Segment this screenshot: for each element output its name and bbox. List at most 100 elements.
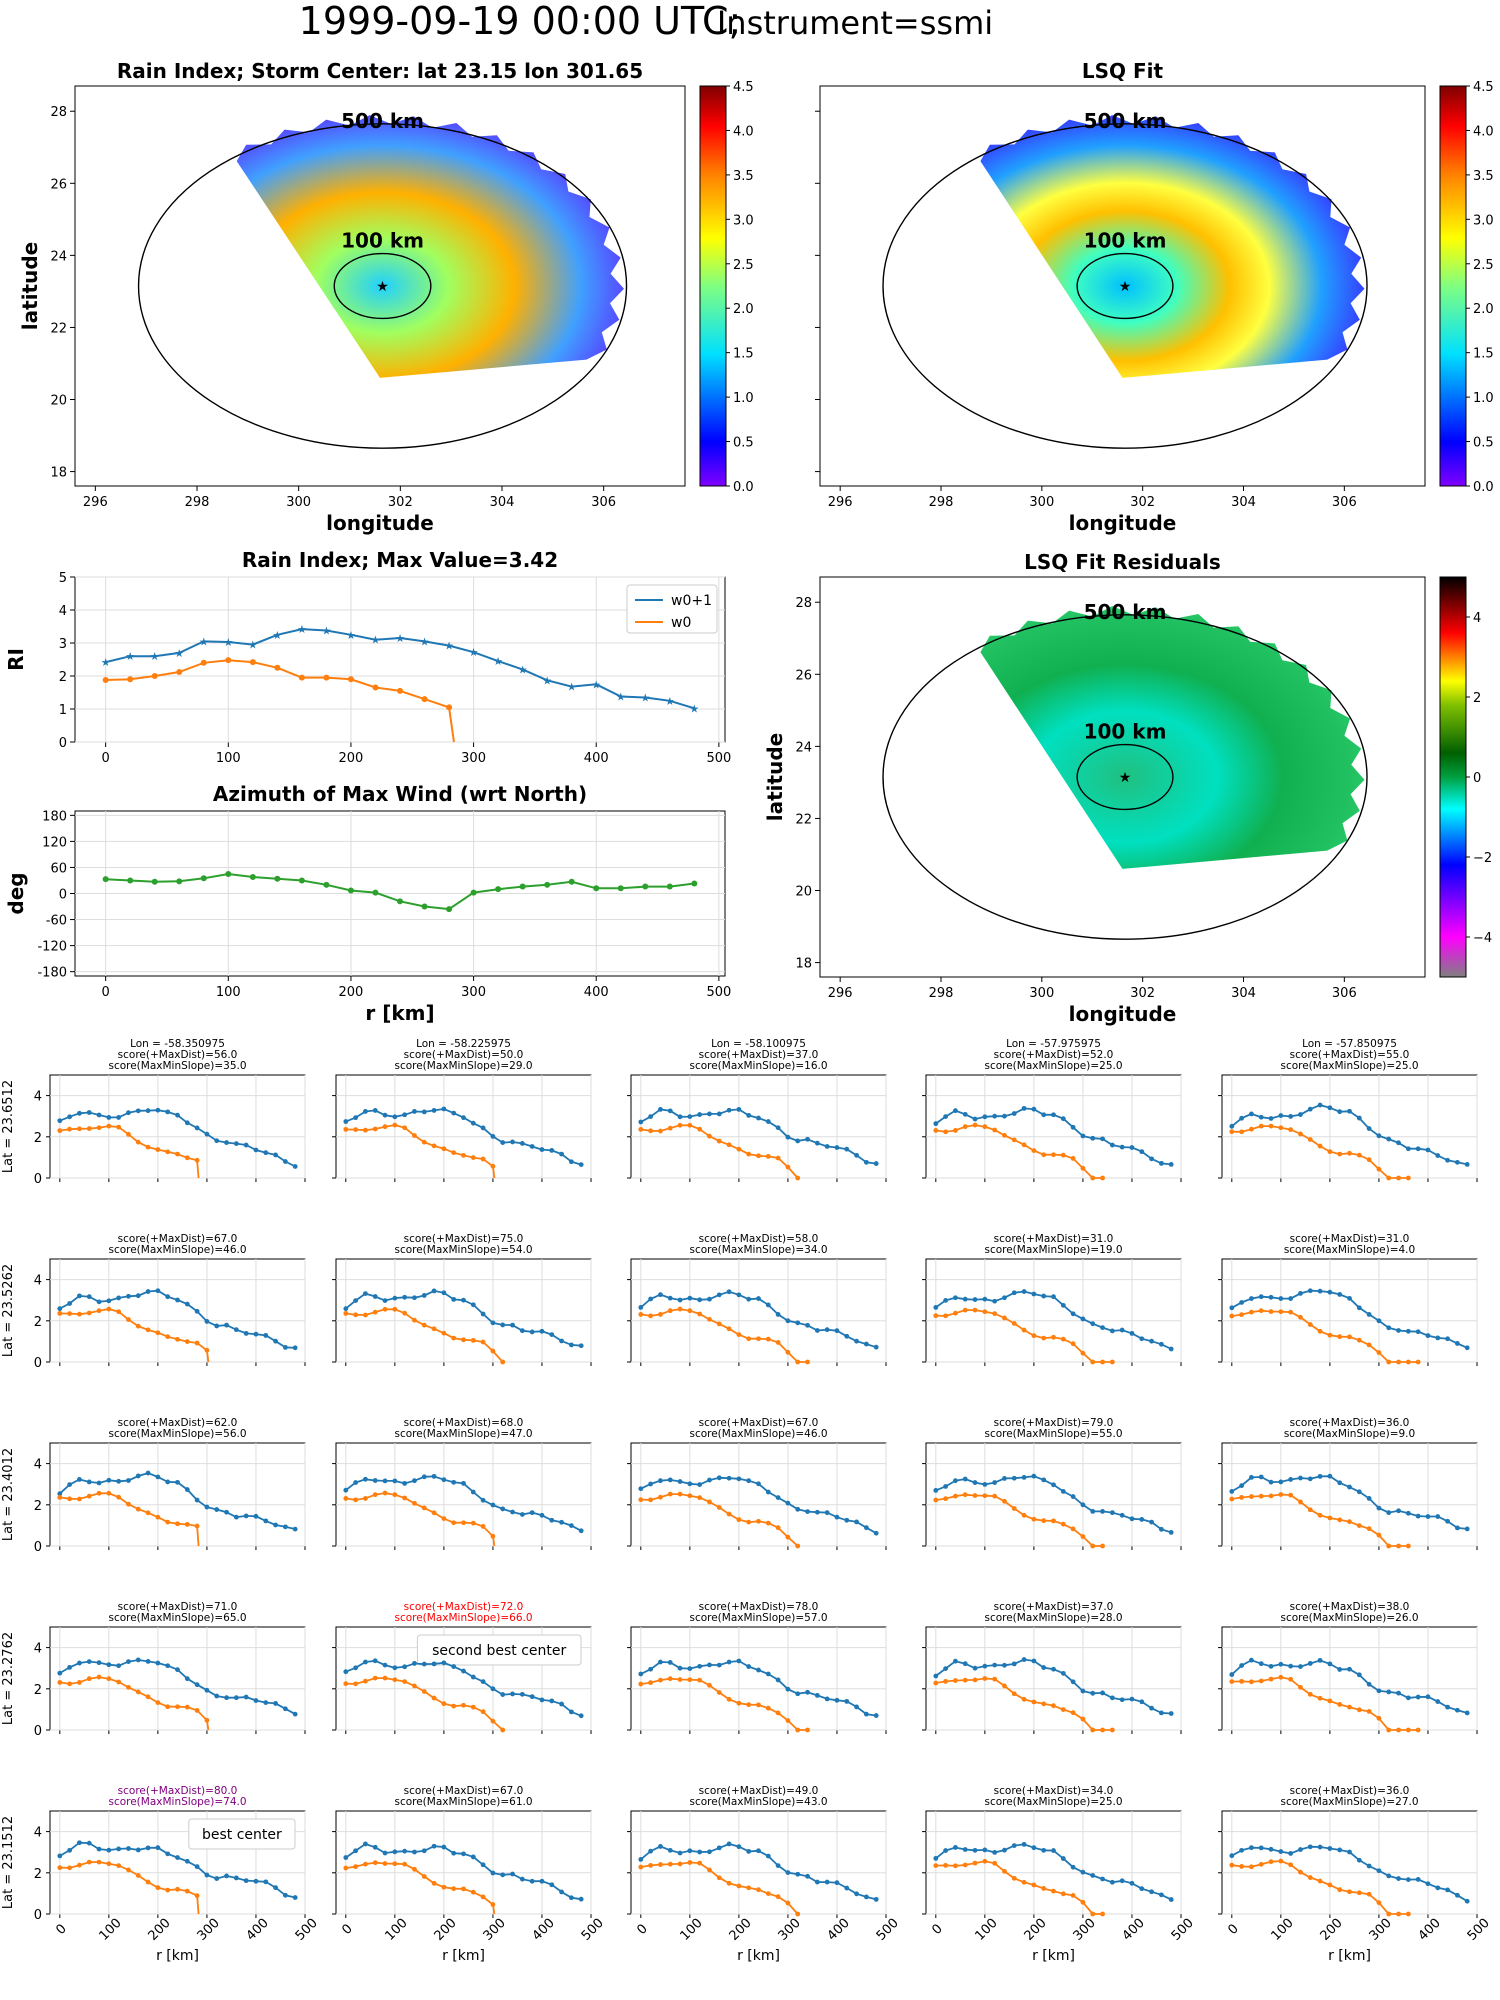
data-point xyxy=(67,1496,73,1502)
y-tick-label: 22 xyxy=(50,321,67,336)
data-point xyxy=(1307,1476,1313,1482)
data-point xyxy=(1051,1666,1056,1672)
data-point xyxy=(1060,1302,1066,1308)
data-point xyxy=(568,1523,574,1529)
data-point xyxy=(1051,1482,1056,1488)
data-point xyxy=(1109,1727,1115,1733)
data-point xyxy=(372,1126,378,1132)
data-point xyxy=(1376,1688,1382,1694)
data-point xyxy=(697,1677,703,1683)
data-point xyxy=(1090,1911,1096,1917)
data-point xyxy=(127,676,134,683)
data-point xyxy=(363,1659,368,1665)
data-point xyxy=(1249,1475,1254,1480)
data-point xyxy=(1168,1897,1174,1902)
data-point xyxy=(716,1845,722,1851)
data-point xyxy=(1021,1512,1027,1518)
data-point xyxy=(184,1858,190,1864)
data-point xyxy=(677,1114,683,1120)
data-point xyxy=(648,1848,654,1854)
data-point xyxy=(824,1327,830,1333)
data-point xyxy=(224,1322,229,1328)
data-point xyxy=(972,1493,978,1498)
y-tick-label: 60 xyxy=(50,861,67,876)
data-point xyxy=(67,1865,73,1871)
data-point xyxy=(529,1694,535,1700)
data-point: ★ xyxy=(321,624,331,637)
ring-500km xyxy=(882,614,1368,940)
data-point xyxy=(323,674,330,681)
colorbar-tick-label: 0.0 xyxy=(733,480,754,495)
data-point xyxy=(57,1128,63,1134)
data-point xyxy=(57,1306,63,1312)
data-point xyxy=(86,1859,92,1865)
data-point xyxy=(962,1862,968,1868)
data-point xyxy=(667,1308,673,1314)
data-point xyxy=(1327,1846,1333,1851)
data-point xyxy=(1298,1869,1303,1875)
x-tick-label: 100 xyxy=(216,985,241,1000)
data-point xyxy=(953,1678,958,1683)
data-point xyxy=(756,1702,761,1708)
lsq_fit_map-colorbar: 0.0 0.5 1.0 1.5 2.0 2.5 3.0 3.5 4.0 4.5 xyxy=(1439,80,1494,495)
data-point xyxy=(96,1859,102,1865)
data-point xyxy=(805,1689,810,1695)
data-point xyxy=(1454,1892,1460,1898)
x-tick-label: 298 xyxy=(929,495,954,510)
data-point xyxy=(648,1128,654,1134)
data-point xyxy=(451,1335,457,1341)
x-tick-label: 300 xyxy=(1071,1916,1099,1944)
data-point xyxy=(343,1496,349,1501)
data-point xyxy=(204,1319,210,1324)
score-maxminslope: score(MaxMinSlope)=25.0 xyxy=(984,1796,1122,1808)
data-point xyxy=(785,1686,791,1692)
data-point xyxy=(1090,1321,1096,1327)
data-point xyxy=(1100,1876,1105,1882)
x-tick-label: 200 xyxy=(339,985,364,1000)
score-maxminslope: score(MaxMinSlope)=43.0 xyxy=(689,1796,827,1808)
data-point xyxy=(1317,1512,1323,1518)
data-point xyxy=(1347,1484,1352,1490)
data-point xyxy=(775,1155,781,1161)
score-maxdist: score(+MaxDist)=58.0 xyxy=(699,1233,819,1245)
data-point xyxy=(687,1860,693,1865)
x-tick-label: 302 xyxy=(1130,986,1155,1001)
data-point xyxy=(353,1497,359,1503)
x-tick-label: 400 xyxy=(1120,1916,1148,1944)
data-point xyxy=(1288,1676,1294,1682)
data-point xyxy=(1109,1142,1115,1148)
data-point xyxy=(726,1696,732,1702)
data-point: ★ xyxy=(444,640,454,653)
colorbar-tick-label: 0 xyxy=(1473,771,1481,786)
data-point xyxy=(353,1312,359,1318)
data-point xyxy=(263,1700,269,1706)
data-point xyxy=(658,1107,663,1112)
data-point xyxy=(500,1872,506,1878)
data-point xyxy=(126,1846,131,1851)
series-drop xyxy=(196,1525,200,1547)
data-point xyxy=(1317,1844,1323,1850)
data-point xyxy=(1464,1162,1470,1167)
data-point xyxy=(568,878,575,885)
data-point xyxy=(1327,1289,1333,1295)
data-point xyxy=(470,1302,476,1308)
data-point xyxy=(431,1695,437,1701)
data-point xyxy=(746,1112,752,1118)
data-point xyxy=(1139,1336,1145,1342)
data-point xyxy=(282,1344,288,1350)
data-point xyxy=(135,1108,141,1114)
x-tick-label: 100 xyxy=(216,751,241,766)
data-point xyxy=(982,1296,988,1302)
col-header: Lon = -57.850975 xyxy=(1302,1038,1397,1050)
data-point xyxy=(982,1847,988,1853)
data-point xyxy=(707,1296,712,1302)
x-tick-label: 100 xyxy=(97,1916,125,1944)
data-point xyxy=(200,659,207,666)
x-tick-label: 304 xyxy=(490,495,515,510)
data-point xyxy=(165,1479,171,1485)
data-point xyxy=(1249,1111,1254,1117)
data-point xyxy=(1386,1359,1392,1365)
data-point xyxy=(1464,1526,1470,1532)
data-point xyxy=(844,1698,850,1704)
data-point xyxy=(953,1845,958,1850)
